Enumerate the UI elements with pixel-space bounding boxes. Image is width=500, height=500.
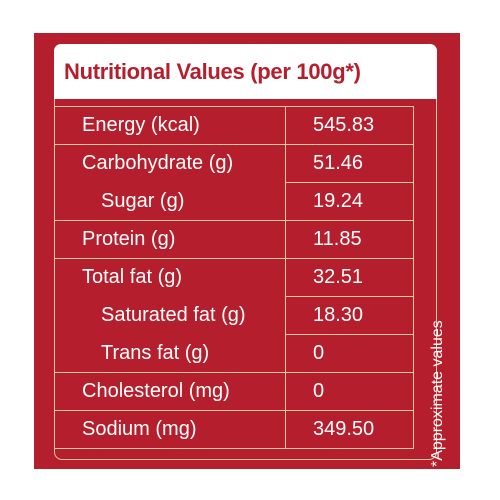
title-box: Nutritional Values (per 100g*)	[54, 44, 437, 99]
row-label-cholesterol: Cholesterol (mg)	[54, 372, 286, 411]
row-value-total-fat: 32.51	[285, 258, 414, 297]
row-value-cholesterol: 0	[285, 372, 414, 411]
row-value-energy: 545.83	[285, 106, 414, 145]
row-label-energy: Energy (kcal)	[54, 106, 286, 145]
table-row: Protein (g) 11.85	[54, 220, 414, 259]
footnote-approximate: *Approximate values	[429, 320, 446, 467]
row-label-sugar: Sugar (g)	[54, 182, 286, 221]
row-value-sugar: 19.24	[285, 182, 414, 221]
row-value-saturated-fat: 18.30	[285, 296, 414, 335]
nutrition-table: Energy (kcal) 545.83 Carbohydrate (g) 51…	[54, 106, 414, 449]
table-row: Carbohydrate (g) 51.46	[54, 144, 414, 183]
row-label-total-fat: Total fat (g)	[54, 258, 286, 297]
row-label-protein: Protein (g)	[54, 220, 286, 259]
table-row: Sodium (mg) 349.50	[54, 410, 414, 449]
nutrition-panel: Nutritional Values (per 100g*) Energy (k…	[34, 33, 460, 469]
table-row: Saturated fat (g) 18.30	[54, 296, 414, 335]
table-row: Trans fat (g) 0	[54, 334, 414, 373]
row-label-sodium: Sodium (mg)	[54, 410, 286, 449]
table-title: Nutritional Values (per 100g*)	[64, 58, 361, 84]
table-row: Total fat (g) 32.51	[54, 258, 414, 297]
table-row: Energy (kcal) 545.83	[54, 106, 414, 145]
row-label-carbohydrate: Carbohydrate (g)	[54, 144, 286, 183]
row-value-sodium: 349.50	[285, 410, 414, 449]
row-label-trans-fat: Trans fat (g)	[54, 334, 286, 373]
table-row: Sugar (g) 19.24	[54, 182, 414, 221]
row-value-trans-fat: 0	[285, 334, 414, 373]
row-value-carbohydrate: 51.46	[285, 144, 414, 183]
row-value-protein: 11.85	[285, 220, 414, 259]
row-label-saturated-fat: Saturated fat (g)	[54, 296, 286, 335]
table-row: Cholesterol (mg) 0	[54, 372, 414, 411]
